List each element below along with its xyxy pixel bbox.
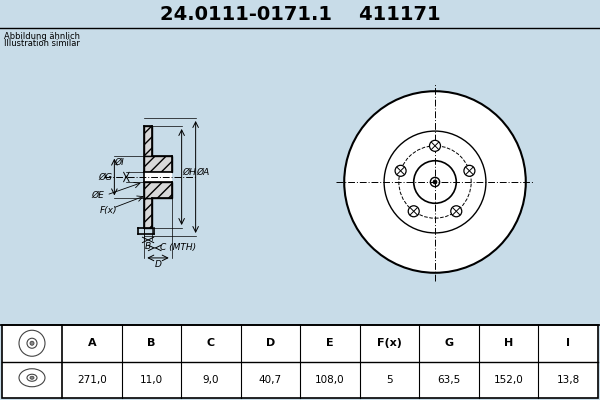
Ellipse shape [19, 369, 45, 387]
Text: C (MTH): C (MTH) [160, 244, 196, 252]
Bar [145, 126, 152, 156]
Text: ØA: ØA [197, 168, 210, 176]
Circle shape [30, 341, 34, 345]
Circle shape [395, 165, 406, 176]
Text: 40,7: 40,7 [259, 375, 282, 385]
Text: A: A [88, 338, 96, 348]
Text: D: D [155, 260, 161, 269]
Text: G: G [445, 338, 454, 348]
Bar [145, 172, 172, 182]
Text: ØE: ØE [91, 190, 104, 200]
Text: 63,5: 63,5 [437, 375, 461, 385]
Text: Abbildung ähnlich: Abbildung ähnlich [4, 32, 80, 41]
Text: 9,0: 9,0 [203, 375, 219, 385]
Text: Illustration similar: Illustration similar [4, 39, 80, 48]
Text: D: D [266, 338, 275, 348]
Text: ØI: ØI [115, 157, 124, 166]
Bar [145, 182, 172, 198]
Text: 24.0111-0171.1    411171: 24.0111-0171.1 411171 [160, 4, 440, 24]
Text: 152,0: 152,0 [494, 375, 524, 385]
Ellipse shape [27, 374, 37, 381]
Ellipse shape [30, 376, 34, 379]
Text: 5: 5 [386, 375, 393, 385]
Text: E: E [326, 338, 334, 348]
Text: ØG: ØG [98, 172, 112, 182]
Bar [145, 198, 152, 228]
Text: B: B [145, 242, 151, 251]
Circle shape [19, 330, 45, 356]
Text: 108,0: 108,0 [315, 375, 345, 385]
Text: F(x): F(x) [377, 338, 402, 348]
Text: I: I [566, 338, 570, 348]
Bar [145, 156, 172, 172]
Text: ØH: ØH [182, 168, 197, 176]
Text: 13,8: 13,8 [557, 375, 580, 385]
Text: 11,0: 11,0 [140, 375, 163, 385]
Text: B: B [147, 338, 155, 348]
Circle shape [430, 140, 440, 151]
Bar [2, 325, 598, 398]
Circle shape [408, 206, 419, 217]
Circle shape [27, 338, 37, 348]
Text: 271,0: 271,0 [77, 375, 107, 385]
Text: H: H [504, 338, 513, 348]
Circle shape [344, 91, 526, 273]
Circle shape [464, 165, 475, 176]
Circle shape [451, 206, 462, 217]
Text: C: C [207, 338, 215, 348]
Text: F(x): F(x) [100, 206, 117, 215]
Circle shape [433, 180, 437, 184]
